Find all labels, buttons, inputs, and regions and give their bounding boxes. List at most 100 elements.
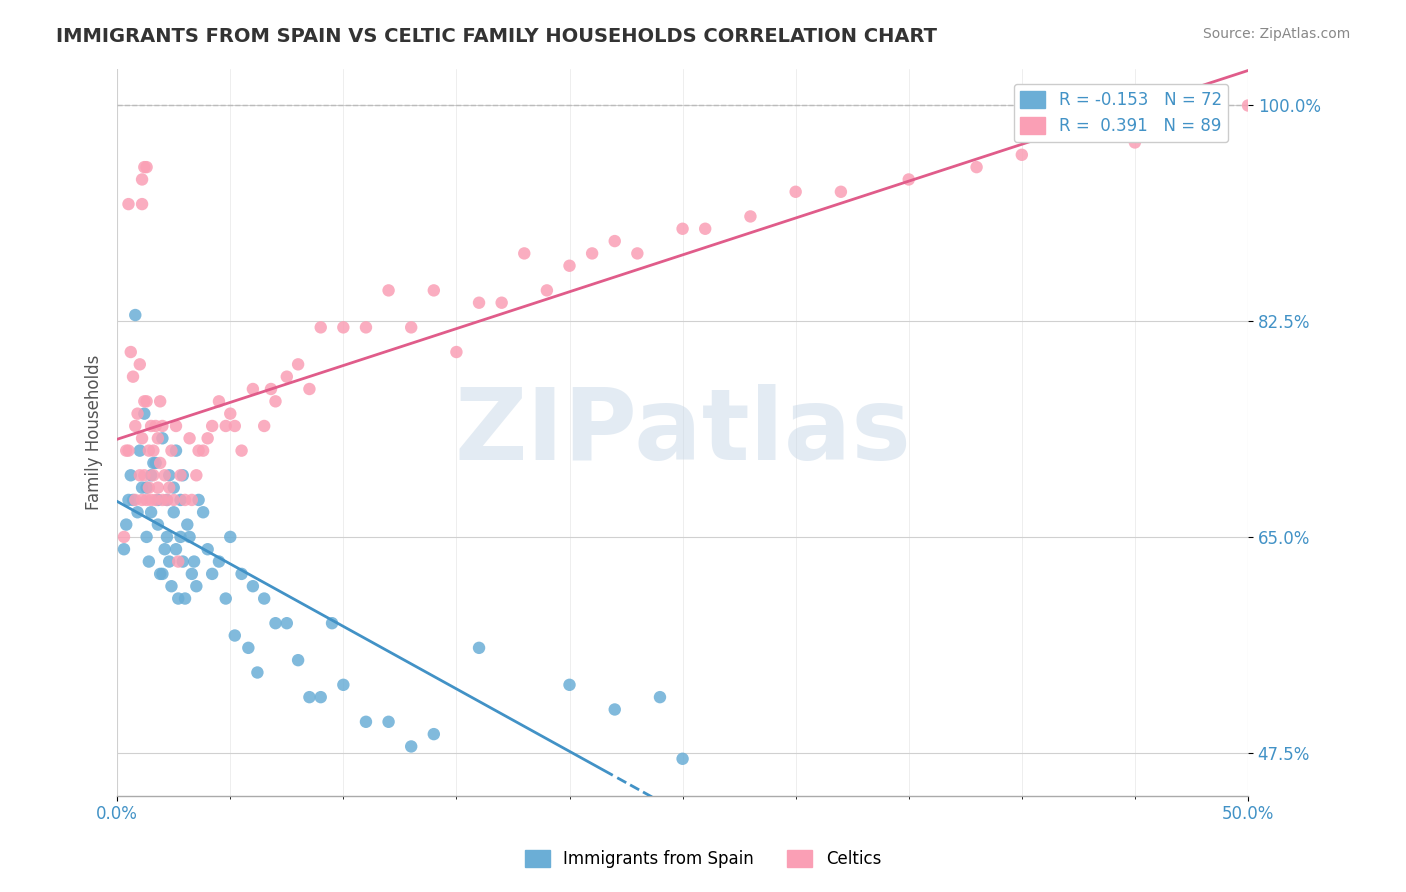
Point xyxy=(309,690,332,705)
Point xyxy=(127,505,149,519)
Point xyxy=(231,566,253,581)
Point xyxy=(648,690,671,705)
Point xyxy=(558,259,581,273)
Point xyxy=(740,210,762,224)
Point xyxy=(191,443,214,458)
Point xyxy=(142,443,165,458)
Point xyxy=(169,468,191,483)
Point xyxy=(128,443,150,458)
Point xyxy=(122,369,145,384)
Point xyxy=(253,419,276,434)
Point xyxy=(332,678,354,692)
Point xyxy=(468,640,491,655)
Point xyxy=(134,468,156,483)
Point xyxy=(117,443,139,458)
Point xyxy=(242,579,264,593)
Point xyxy=(219,530,242,544)
Point xyxy=(253,591,276,606)
Point xyxy=(165,419,187,434)
Point xyxy=(446,345,468,359)
Point xyxy=(149,394,172,409)
Point xyxy=(131,431,153,445)
Point xyxy=(354,320,377,334)
Point xyxy=(966,160,988,174)
Point xyxy=(124,308,146,322)
Point xyxy=(127,407,149,421)
Point xyxy=(695,221,717,235)
Point xyxy=(156,530,179,544)
Point xyxy=(238,640,260,655)
Point xyxy=(186,579,208,593)
Point xyxy=(172,468,194,483)
Point xyxy=(146,431,169,445)
Point xyxy=(120,345,142,359)
Point xyxy=(122,492,145,507)
Point xyxy=(276,369,298,384)
Point xyxy=(169,530,191,544)
Point xyxy=(135,160,157,174)
Point xyxy=(142,456,165,470)
Point xyxy=(152,431,174,445)
Point xyxy=(131,481,153,495)
Point xyxy=(179,530,201,544)
Point xyxy=(149,566,172,581)
Point xyxy=(169,492,191,507)
Point xyxy=(135,492,157,507)
Point xyxy=(115,443,138,458)
Point xyxy=(558,678,581,692)
Point xyxy=(208,555,231,569)
Point xyxy=(276,616,298,631)
Point xyxy=(163,492,186,507)
Point xyxy=(172,555,194,569)
Point xyxy=(671,752,693,766)
Point xyxy=(332,320,354,334)
Point xyxy=(139,468,162,483)
Y-axis label: Family Households: Family Households xyxy=(86,354,103,510)
Point xyxy=(224,419,246,434)
Point xyxy=(131,197,153,211)
Point xyxy=(224,628,246,642)
Point xyxy=(201,419,224,434)
Point xyxy=(581,246,603,260)
Point xyxy=(146,517,169,532)
Point xyxy=(176,517,198,532)
Point xyxy=(146,492,169,507)
Point xyxy=(1237,98,1260,112)
Point xyxy=(112,542,135,557)
Point xyxy=(163,505,186,519)
Point xyxy=(1191,123,1213,137)
Point xyxy=(298,690,321,705)
Point xyxy=(135,481,157,495)
Point xyxy=(139,419,162,434)
Point xyxy=(145,419,167,434)
Text: Source: ZipAtlas.com: Source: ZipAtlas.com xyxy=(1202,27,1350,41)
Point xyxy=(208,394,231,409)
Point xyxy=(145,492,167,507)
Point xyxy=(149,456,172,470)
Point xyxy=(152,492,174,507)
Point xyxy=(139,505,162,519)
Point xyxy=(309,320,332,334)
Point xyxy=(134,407,156,421)
Point xyxy=(131,492,153,507)
Point xyxy=(152,566,174,581)
Point xyxy=(215,419,238,434)
Legend: Immigrants from Spain, Celtics: Immigrants from Spain, Celtics xyxy=(519,843,887,875)
Point xyxy=(142,468,165,483)
Point xyxy=(128,468,150,483)
Point xyxy=(242,382,264,396)
Point xyxy=(160,443,183,458)
Point xyxy=(321,616,343,631)
Point xyxy=(215,591,238,606)
Point xyxy=(231,443,253,458)
Point xyxy=(135,394,157,409)
Point xyxy=(264,616,287,631)
Point xyxy=(135,530,157,544)
Point xyxy=(174,492,197,507)
Point xyxy=(117,492,139,507)
Point xyxy=(160,579,183,593)
Point xyxy=(830,185,852,199)
Point xyxy=(180,566,202,581)
Point xyxy=(219,407,242,421)
Point xyxy=(183,555,205,569)
